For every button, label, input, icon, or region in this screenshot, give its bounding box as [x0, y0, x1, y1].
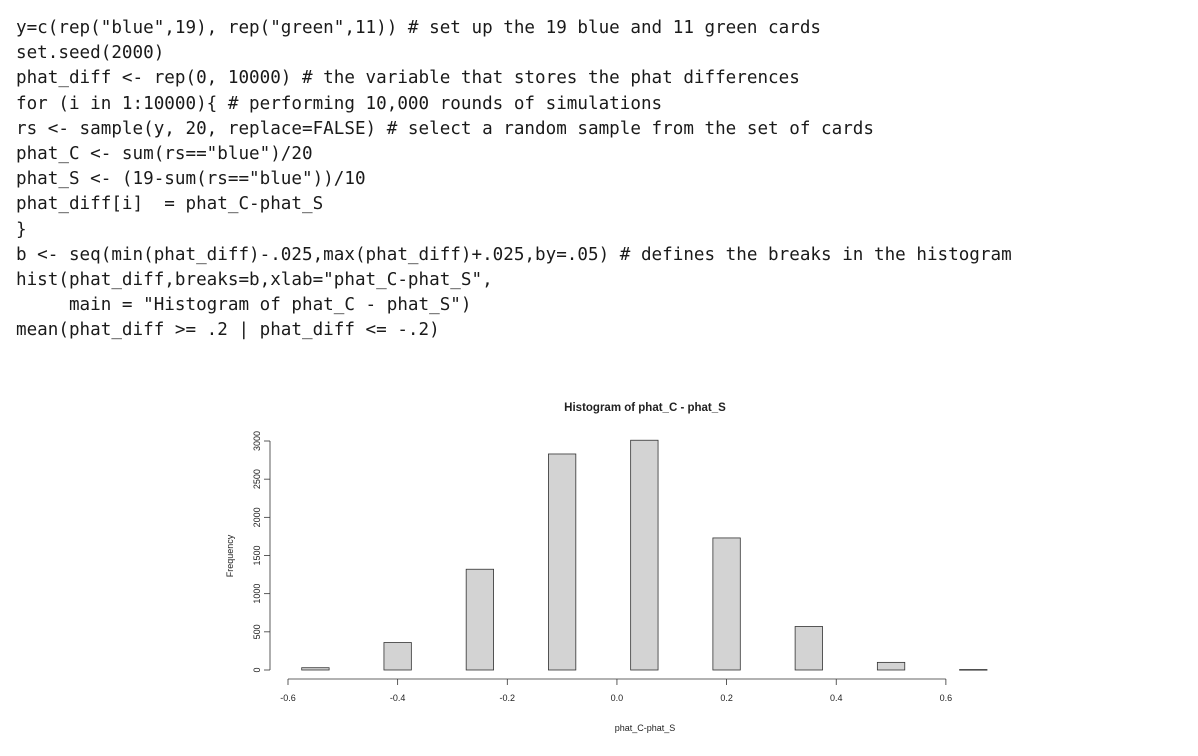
code-line: phat_diff[i] = phat_C-phat_S	[16, 194, 324, 215]
histogram-chart: Histogram of phat_C - phat_S 0 500 1000 150…	[225, 402, 988, 733]
y-tick-label: 2000	[252, 507, 262, 527]
chart-title: Histogram of phat_C - phat_S	[564, 402, 726, 414]
x-tick-label: -0.2	[500, 693, 516, 703]
histogram-bar	[959, 669, 988, 671]
x-tick-label: -0.4	[390, 693, 406, 703]
code-line: mean(phat_diff >= .2 | phat_diff <= -.2)	[16, 320, 440, 341]
y-tick-label: 500	[252, 624, 262, 639]
y-tick-label: 2500	[252, 469, 262, 489]
histogram-bar	[876, 661, 906, 671]
code-line: set.seed(2000)	[16, 43, 165, 64]
histogram-bar	[383, 642, 412, 671]
code-line: hist(phat_diff,breaks=b,xlab="phat_C-pha…	[16, 269, 493, 290]
code-line: main = "Histogram of phat_C - phat_S")	[16, 295, 472, 316]
code-line: y=c(rep("blue",19), rep("green",11)) # s…	[16, 18, 822, 38]
histogram-bar	[548, 453, 577, 671]
histogram-bar	[794, 626, 823, 671]
code-line: rs <- sample(y, 20, replace=FALSE) # sel…	[16, 118, 874, 139]
x-tick-label: -0.6	[280, 693, 296, 703]
code-line: phat_C <- sum(rs=="blue")/20	[16, 143, 313, 164]
x-tick-label: 0.4	[830, 693, 843, 703]
y-tick-label: 0	[252, 667, 262, 672]
y-tick-label: 1000	[252, 584, 262, 604]
histogram-bar	[301, 667, 330, 671]
x-tick-label: 0.6	[940, 693, 953, 703]
y-axis-label: Frequency	[225, 534, 235, 577]
histogram-bar	[630, 439, 659, 671]
histogram-bar	[712, 537, 741, 671]
x-axis-label: phat_C-phat_S	[615, 723, 676, 733]
code-line: phat_S <- (19-sum(rs=="blue"))/10	[16, 169, 366, 190]
y-axis: 0 500 1000 1500 2000 2500 3000	[252, 431, 271, 673]
r-code-block: y=c(rep("blue",19), rep("green",11)) # s…	[16, 16, 1012, 343]
x-tick-label: 0.0	[611, 693, 624, 703]
x-axis: -0.6 -0.4 -0.2 0.0 0.2 0.4 0.6	[280, 678, 953, 703]
y-tick-label: 1500	[252, 545, 262, 565]
code-line: }	[16, 219, 27, 240]
histogram-bar	[465, 568, 494, 671]
code-line: phat_diff <- rep(0, 10000) # the variabl…	[16, 68, 800, 89]
x-tick-label: 0.2	[720, 693, 733, 703]
y-tick-label: 3000	[252, 431, 262, 451]
code-line: b <- seq(min(phat_diff)-.025,max(phat_di…	[16, 244, 1012, 265]
histogram-bars	[301, 439, 988, 671]
code-line: for (i in 1:10000){ # performing 10,000 …	[16, 93, 663, 114]
